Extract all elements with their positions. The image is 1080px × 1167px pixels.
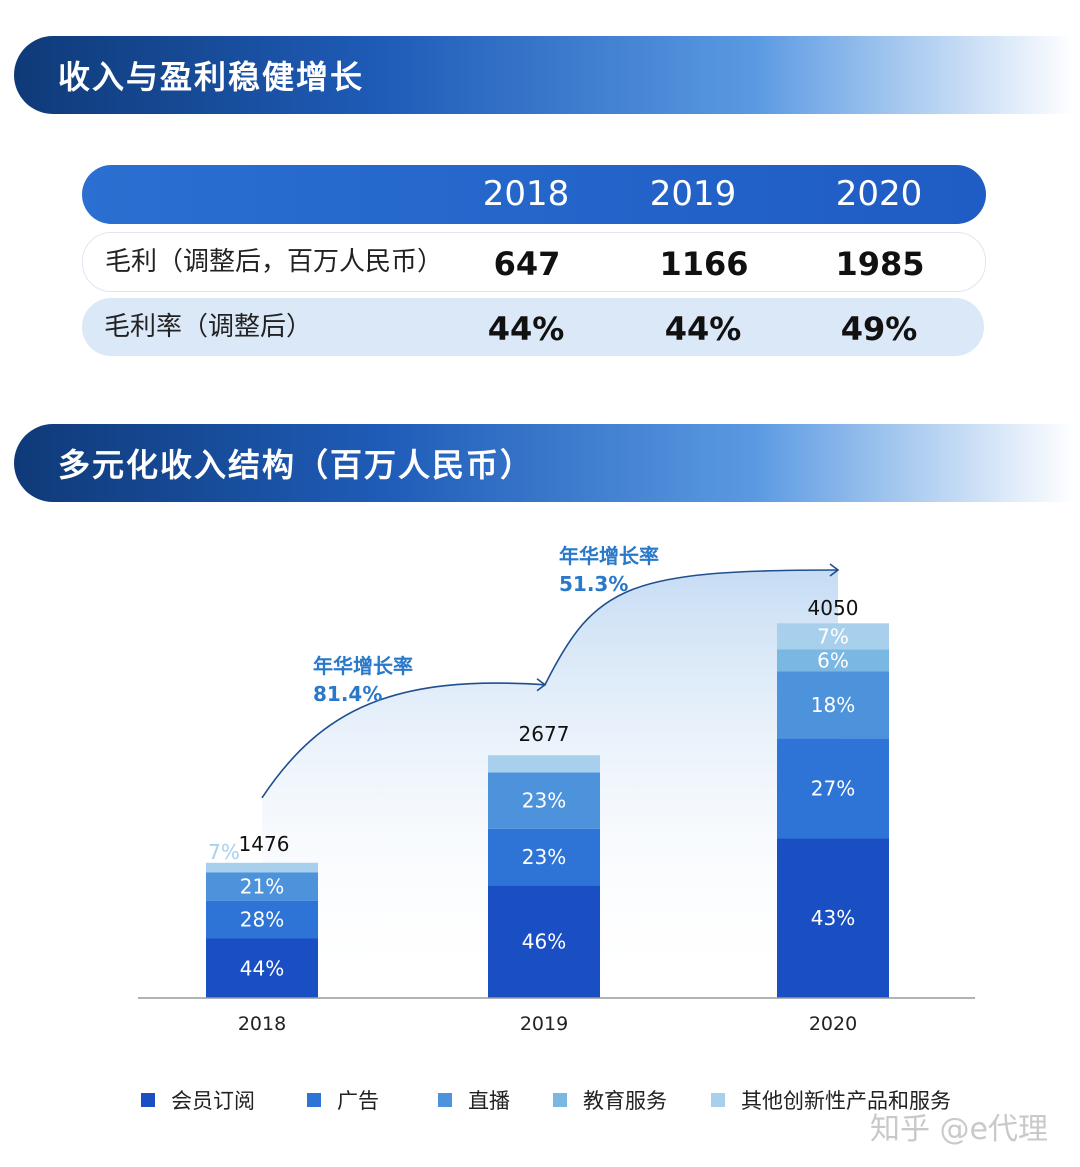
- legend-swatch: [438, 1093, 452, 1107]
- cell-value: 1166: [659, 245, 749, 283]
- data-label: 7%: [208, 840, 240, 864]
- bar-segment: [206, 900, 318, 939]
- row-label: 毛利率（调整后）: [104, 312, 313, 342]
- bar-segment: [206, 862, 318, 873]
- section-header-growth: 收入与盈利稳健增长: [14, 36, 1074, 114]
- arrow-head: [829, 563, 840, 577]
- bar-segment: [777, 623, 889, 650]
- cell-value: 1985: [835, 245, 925, 283]
- table-year-header: 2019: [649, 174, 737, 214]
- data-label: 7%: [817, 624, 849, 648]
- section-title: 多元化收入结构（百万人民币）: [58, 446, 535, 484]
- section-title: 收入与盈利稳健增长: [58, 58, 365, 96]
- data-label: 21%: [240, 874, 284, 898]
- bar-segment: [206, 872, 318, 901]
- bar-segment: [777, 738, 889, 839]
- bar-segment: [206, 938, 318, 998]
- watermark: 知乎 @e代理: [870, 1112, 1048, 1147]
- bar-segment: [488, 885, 600, 998]
- arrow-head: [536, 678, 547, 692]
- growth-label: 年华增长率: [313, 654, 413, 678]
- bar-segment: [488, 755, 600, 773]
- total-label: 4050: [808, 596, 859, 620]
- cell-value: 44%: [487, 310, 565, 348]
- legend-item: 广告: [307, 1086, 379, 1114]
- legend-swatch: [553, 1093, 567, 1107]
- legend-item: 直播: [438, 1086, 510, 1114]
- table-year-header: 2020: [835, 174, 923, 214]
- data-label: 23%: [522, 789, 566, 813]
- total-label: 1476: [239, 832, 290, 856]
- cell-value: 44%: [664, 310, 742, 348]
- bar-segment: [777, 838, 889, 998]
- x-tick-label: 2019: [520, 1013, 568, 1035]
- growth-curve: [261, 569, 839, 799]
- legend-label: 会员订阅: [171, 1089, 255, 1113]
- legend-label: 教育服务: [583, 1089, 667, 1113]
- x-tick-label: 2020: [809, 1013, 857, 1035]
- growth-area: [262, 570, 838, 998]
- data-label: 28%: [240, 908, 284, 932]
- legend-item: 其他创新性产品和服务: [711, 1086, 951, 1114]
- legend-item: 教育服务: [553, 1086, 667, 1114]
- data-label: 6%: [817, 648, 849, 672]
- bar-segment: [777, 649, 889, 672]
- bar-segment: [488, 772, 600, 829]
- data-label: 46%: [522, 930, 566, 954]
- table-header: 2018 2019 2020: [82, 165, 986, 224]
- bar-segment: [777, 671, 889, 739]
- legend-label: 直播: [468, 1089, 510, 1113]
- table-row-gross-profit: 毛利（调整后，百万人民币） 647 1166 1985: [82, 232, 986, 292]
- section-header-revenue-mix: 多元化收入结构（百万人民币）: [14, 424, 1074, 502]
- growth-value: 81.4%: [313, 682, 382, 706]
- legend-item: 会员订阅: [141, 1086, 255, 1114]
- legend-swatch: [141, 1093, 155, 1107]
- bar-segment: [488, 828, 600, 886]
- table-row-gross-margin: 毛利率（调整后） 44% 44% 49%: [82, 298, 984, 356]
- growth-label: 年华增长率: [559, 544, 659, 568]
- data-label: 7%: [490, 752, 522, 776]
- data-label: 44%: [240, 956, 284, 980]
- growth-value: 51.3%: [559, 572, 628, 596]
- data-label: 23%: [522, 845, 566, 869]
- data-label: 43%: [811, 906, 855, 930]
- legend-label: 其他创新性产品和服务: [741, 1089, 951, 1113]
- legend-swatch: [307, 1093, 321, 1107]
- data-label: 18%: [811, 693, 855, 717]
- cell-value: 647: [493, 245, 561, 283]
- total-label: 2677: [519, 722, 570, 746]
- cell-value: 49%: [840, 310, 918, 348]
- legend-swatch: [711, 1093, 725, 1107]
- table-year-header: 2018: [482, 174, 570, 214]
- data-label: 27%: [811, 776, 855, 800]
- legend-label: 广告: [337, 1089, 379, 1113]
- x-tick-label: 2018: [238, 1013, 286, 1035]
- row-label: 毛利（调整后，百万人民币）: [105, 247, 444, 277]
